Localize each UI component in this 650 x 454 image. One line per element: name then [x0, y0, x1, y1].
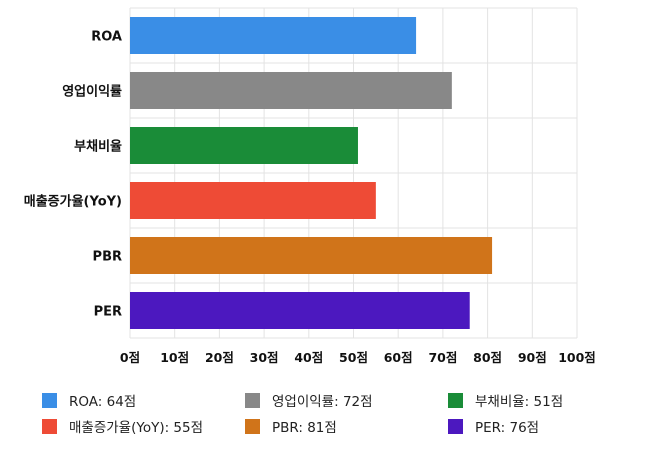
- bar-3: [130, 182, 376, 219]
- x-tick-label: 20점: [205, 350, 234, 365]
- legend-swatch: [448, 393, 463, 408]
- x-tick-label: 30점: [250, 350, 279, 365]
- bar-0: [130, 17, 417, 54]
- x-tick-label: 10점: [160, 350, 189, 365]
- category-label: 부채비율: [74, 139, 122, 155]
- x-tick-label: 80점: [473, 350, 502, 365]
- bar-5: [130, 292, 470, 329]
- x-tick-label: 50점: [339, 350, 368, 365]
- legend-label: 영업이익률: 72점: [272, 394, 373, 410]
- category-label: PBR: [93, 250, 122, 265]
- legend-label: ROA: 64점: [69, 394, 136, 410]
- category-label: ROA: [91, 30, 122, 45]
- bars: [130, 17, 493, 329]
- x-tick-label: 90점: [518, 350, 547, 365]
- category-label: 영업이익률: [62, 84, 122, 100]
- x-tick-label: 0점: [120, 350, 140, 365]
- legend-swatch: [42, 393, 57, 408]
- legend-swatch: [245, 393, 260, 408]
- category-label: 매출증가율(YoY): [24, 194, 122, 210]
- legend-swatch: [448, 419, 463, 434]
- bar-1: [130, 72, 452, 109]
- legend-label: 매출증가율(YoY): 55점: [69, 420, 203, 436]
- legend-label: 부채비율: 51점: [475, 394, 563, 410]
- bar-2: [130, 127, 358, 164]
- gridlines: [129, 7, 578, 339]
- x-tick-label: 70점: [428, 350, 457, 365]
- bar-4: [130, 237, 493, 274]
- x-tick-label: 100점: [558, 350, 596, 365]
- legend-swatch: [42, 419, 57, 434]
- legend-label: PER: 76점: [475, 420, 539, 436]
- category-label: PER: [94, 305, 122, 320]
- x-tick-label: 60점: [384, 350, 413, 365]
- legend-swatch: [245, 419, 260, 434]
- legend-label: PBR: 81점: [272, 420, 337, 436]
- x-tick-label: 40점: [294, 350, 323, 365]
- x-tick-labels: 0점 10점 20점 30점 40점 50점 60점 70점 80점 90점 100점: [120, 350, 596, 365]
